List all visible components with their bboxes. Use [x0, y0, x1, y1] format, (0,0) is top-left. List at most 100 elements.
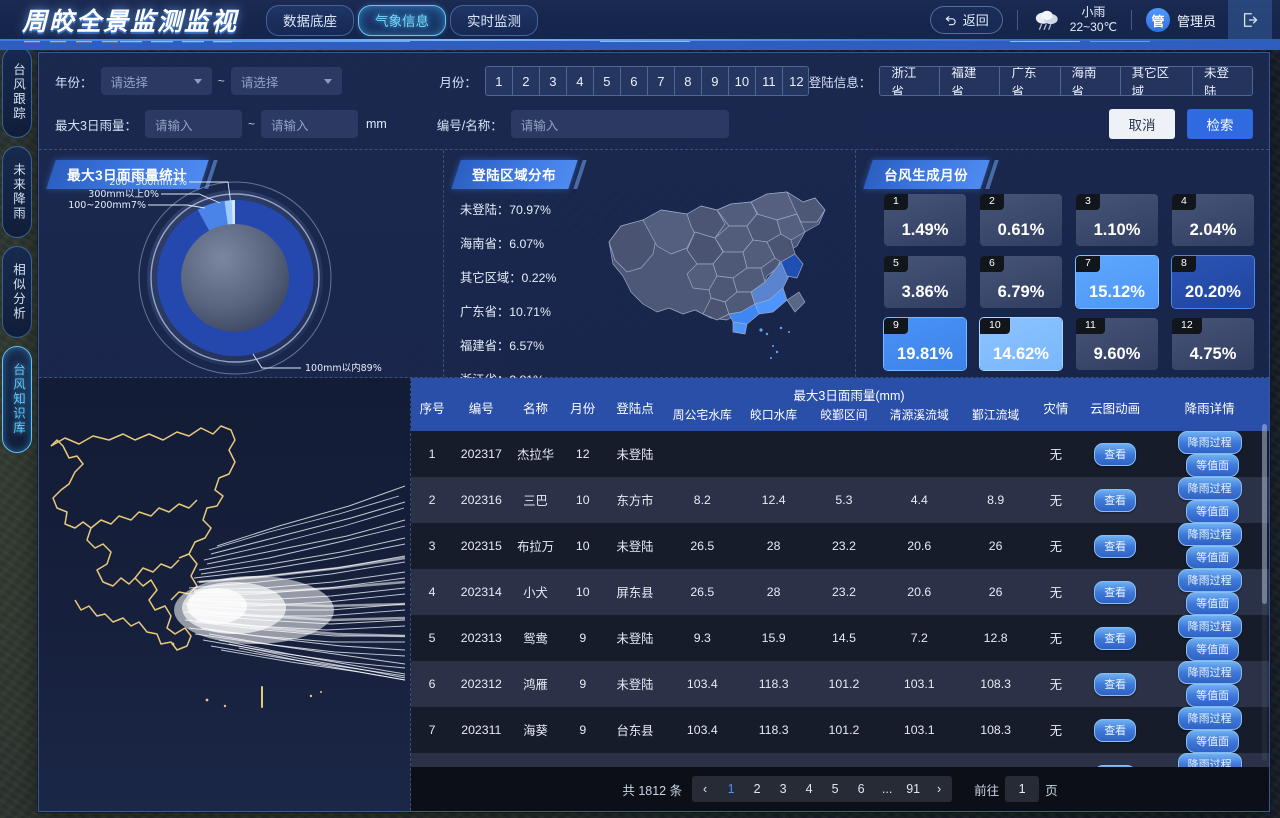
view-button[interactable]: 查看: [1094, 534, 1137, 558]
view-button[interactable]: 查看: [1094, 580, 1137, 604]
isoline-button[interactable]: 等值面: [1186, 454, 1240, 477]
region-cell-other[interactable]: 其它区域: [1120, 67, 1193, 95]
sidebar-item-future-rainfall[interactable]: 未来降雨: [2, 146, 32, 238]
row-disaster: 无: [1032, 753, 1080, 767]
sidebar-item-typhoon-knowledge-base[interactable]: 台风知识库: [2, 346, 32, 453]
table-row[interactable]: 1 202317 杰拉华 12 未登陆无查看 降雨过程等值面: [411, 431, 1269, 477]
region-cell-guangdong[interactable]: 广东省: [1000, 67, 1061, 95]
pagination-page-5[interactable]: 5: [831, 782, 839, 796]
rain-process-button[interactable]: 降雨过程: [1177, 431, 1242, 454]
isoline-button[interactable]: 等值面: [1186, 638, 1240, 661]
pagination-goto-input[interactable]: 1: [1005, 776, 1040, 802]
region-cell-zhejiang[interactable]: 浙江省: [880, 67, 941, 95]
month-card-2[interactable]: 2 0.61%: [980, 194, 1062, 246]
pagination-page-1[interactable]: 1: [727, 782, 735, 796]
logout-button[interactable]: [1228, 0, 1272, 40]
month-card-12[interactable]: 12 4.75%: [1172, 318, 1254, 370]
month-card-4[interactable]: 4 2.04%: [1172, 194, 1254, 246]
pagination-page-2[interactable]: 2: [753, 782, 761, 796]
table-row[interactable]: 4 202314 小犬 10 屏东县 26.5 28 23.2 20.6 26 无查看 降雨过程等值面: [411, 569, 1269, 615]
tab-data-base[interactable]: 数据底座: [266, 4, 355, 36]
sidebar-item-typhoon-tracking[interactable]: 台风跟踪: [2, 46, 32, 138]
cancel-button[interactable]: 取消: [1109, 109, 1175, 139]
table-row[interactable]: 7 202311 海葵 9 台东县 103.4 118.3 101.2 103.1 108.3 无 查…: [411, 707, 1269, 753]
rain-process-button[interactable]: 降雨过程: [1177, 707, 1242, 730]
code-name-input[interactable]: 请输入: [510, 110, 729, 138]
row-code: 202312: [460, 677, 502, 691]
view-button[interactable]: 查看: [1094, 764, 1137, 767]
month-cell-9[interactable]: 9: [701, 67, 729, 95]
rain-process-button[interactable]: 降雨过程: [1177, 753, 1242, 767]
pagination-ellipsis[interactable]: ...: [881, 782, 893, 796]
pagination-prev[interactable]: ‹: [703, 782, 708, 796]
table-scroll-container: 序号 编号 名称 月份 登陆点 最大3日面雨量(mm) 灾情 云图动画 降雨详情: [411, 378, 1269, 767]
rain-process-button[interactable]: 降雨过程: [1177, 661, 1242, 684]
rain-process-button[interactable]: 降雨过程: [1177, 569, 1242, 592]
view-button[interactable]: 查看: [1094, 626, 1137, 650]
pagination-page-4[interactable]: 4: [805, 782, 813, 796]
month-card-11-num: 11: [1076, 318, 1105, 334]
month-card-5[interactable]: 5 3.86%: [884, 256, 966, 308]
month-card-9[interactable]: 9 19.81%: [884, 318, 966, 370]
isoline-button[interactable]: 等值面: [1186, 592, 1240, 615]
table-row[interactable]: 6 202312 鸿雁 9 未登陆 103.4 118.3 101.2 103.1 108.3 无 查…: [411, 661, 1269, 707]
table-scrollbar-track[interactable]: [1262, 424, 1267, 761]
month-card-6[interactable]: 6 6.79%: [980, 256, 1062, 308]
isoline-button[interactable]: 等值面: [1186, 684, 1240, 707]
month-card-7[interactable]: 7 15.12%: [1076, 256, 1158, 308]
month-card-10[interactable]: 10 14.62%: [980, 318, 1062, 370]
month-cell-2[interactable]: 2: [512, 67, 540, 95]
table-row[interactable]: 5 202313 鸳鸯 9 未登陆 9.3 15.9 14.5 7.2 12.8 无查看 降雨过程等值…: [411, 615, 1269, 661]
sidebar-item-similarity-analysis[interactable]: 相似分析: [2, 246, 32, 338]
month-cell-3[interactable]: 3: [539, 67, 567, 95]
table-row[interactable]: 8202310达维8未登陆103.4118.3101.2103.1108.3无查…: [411, 753, 1269, 767]
pagination-page-3[interactable]: 3: [779, 782, 787, 796]
rain-process-button[interactable]: 降雨过程: [1177, 523, 1242, 546]
rain-process-button[interactable]: 降雨过程: [1177, 477, 1242, 500]
rainfall-distribution-panel: 最大3日面雨量统计: [39, 150, 443, 377]
undo-arrow-icon: [945, 15, 956, 25]
month-card-8[interactable]: 8 20.20%: [1172, 256, 1254, 308]
isoline-button[interactable]: 等值面: [1186, 546, 1240, 569]
left-sidebar: 台风跟踪 未来降雨 相似分析 台风知识库: [2, 46, 34, 453]
table-scrollbar-thumb[interactable]: [1262, 424, 1267, 604]
rain-to-input[interactable]: 请输入: [260, 110, 358, 138]
view-button[interactable]: 查看: [1094, 442, 1137, 466]
year-to-select[interactable]: 请选择: [230, 67, 343, 95]
view-button[interactable]: 查看: [1094, 488, 1137, 512]
pagination-page-last[interactable]: 91: [906, 782, 921, 796]
rain-from-input[interactable]: 请输入: [144, 110, 242, 138]
month-cell-6[interactable]: 6: [620, 67, 648, 95]
month-cell-7[interactable]: 7: [647, 67, 675, 95]
month-cell-10[interactable]: 10: [728, 67, 756, 95]
month-cell-1[interactable]: 1: [485, 67, 513, 95]
search-button[interactable]: 检索: [1187, 109, 1253, 139]
month-card-7-num: 7: [1076, 256, 1100, 272]
month-card-11[interactable]: 11 9.60%: [1076, 318, 1158, 370]
isoline-button[interactable]: 等值面: [1186, 730, 1240, 753]
month-cell-11[interactable]: 11: [755, 67, 783, 95]
month-card-1[interactable]: 1 1.49%: [884, 194, 966, 246]
pagination-next[interactable]: ›: [937, 782, 942, 796]
tab-weather-info[interactable]: 气象信息: [358, 4, 447, 36]
month-cell-12[interactable]: 12: [782, 67, 808, 95]
region-cell-hainan[interactable]: 海南省: [1060, 67, 1121, 95]
tab-realtime-monitor[interactable]: 实时监测: [450, 4, 539, 36]
pagination-page-6[interactable]: 6: [857, 782, 865, 796]
region-cell-fujian[interactable]: 福建省: [940, 67, 1001, 95]
month-cell-8[interactable]: 8: [674, 67, 702, 95]
month-cell-4[interactable]: 4: [566, 67, 594, 95]
year-from-select[interactable]: 请选择: [100, 67, 212, 95]
table-row[interactable]: 3 202315 布拉万 10 未登陆 26.5 28 23.2 20.6 26 无查看 降雨过程等值…: [411, 523, 1269, 569]
rain-process-button[interactable]: 降雨过程: [1177, 615, 1242, 638]
region-cell-no-landfall[interactable]: 未登陆: [1192, 67, 1253, 95]
month-card-3[interactable]: 3 1.10%: [1076, 194, 1158, 246]
back-button[interactable]: 返回: [929, 6, 1003, 34]
view-button[interactable]: 查看: [1094, 718, 1137, 742]
view-button[interactable]: 查看: [1094, 672, 1137, 696]
table-row[interactable]: 2 202316 三巴 10 东方市 8.2 12.4 5.3 4.4 8.9 无查看 降雨过程等值面: [411, 477, 1269, 523]
month-cell-5[interactable]: 5: [593, 67, 621, 95]
user-profile[interactable]: 管 管理员: [1145, 8, 1216, 32]
isoline-button[interactable]: 等值面: [1186, 500, 1240, 523]
typhoon-track-density-map[interactable]: [39, 378, 411, 811]
